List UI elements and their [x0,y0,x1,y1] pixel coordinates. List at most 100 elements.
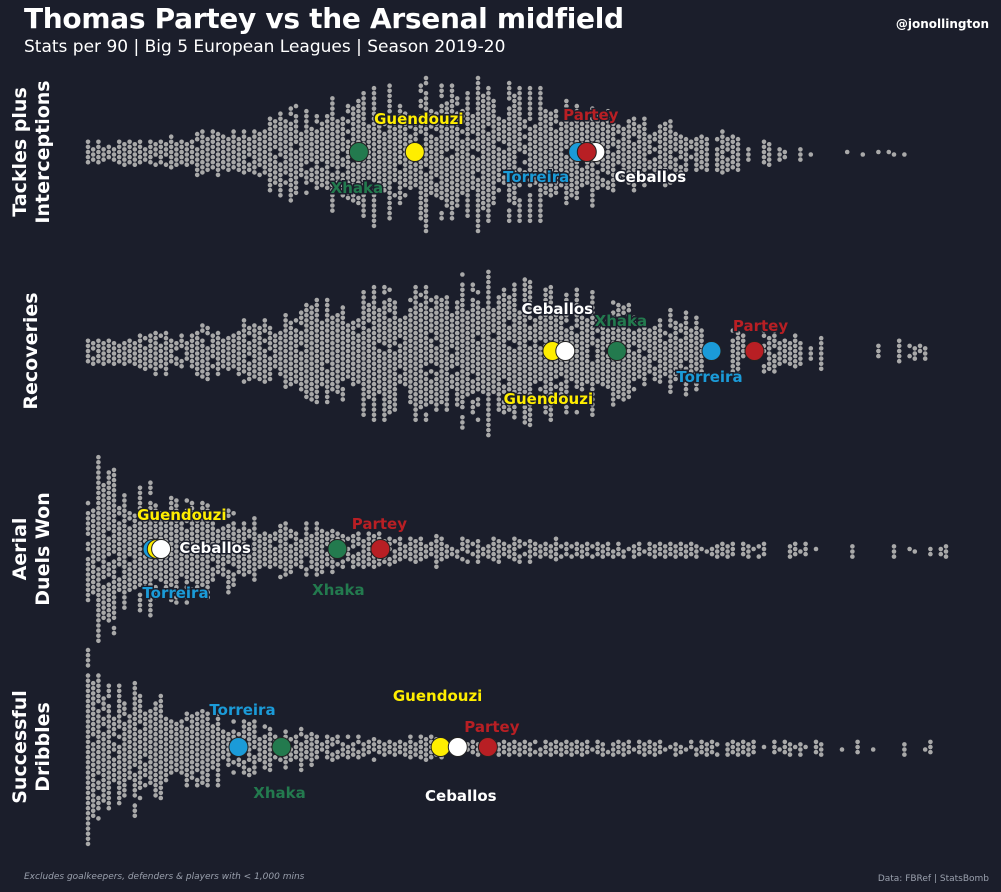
swarm-point [590,544,595,549]
swarm-point [735,142,741,147]
swarm-point [506,157,512,162]
swarm-point [96,460,101,465]
swarm-point [90,346,96,351]
swarm-point [116,760,122,765]
swarm-point [590,386,595,392]
swarm-point [231,165,236,170]
swarm-point [148,734,153,740]
swarm-point [496,136,502,142]
player-label-guendouzi: Guendouzi [504,390,593,408]
swarm-point [252,567,257,572]
swarm-point [652,131,658,137]
swarm-point [454,330,460,336]
swarm-point [85,693,91,699]
swarm-point [288,152,294,157]
swarm-point [636,551,642,557]
swarm-point [496,147,502,152]
swarm-point [444,147,450,152]
swarm-point [111,467,117,473]
swarm-point [668,374,673,379]
swarm-point [475,417,481,423]
swarm-point [402,361,408,367]
swarm-point [314,369,320,374]
swarm-point [922,356,928,361]
swarm-point [85,159,91,165]
swarm-point [454,386,460,392]
swarm-point [543,546,548,552]
swarm-point [205,554,210,559]
swarm-point [324,134,330,139]
swarm-point [673,136,678,142]
swarm-point [439,154,444,160]
swarm-point [486,290,491,295]
swarm-point [413,295,418,300]
swarm-point [418,364,424,369]
swarm-point [262,358,268,364]
swarm-point [475,80,481,86]
swarm-point [293,149,299,155]
swarm-point [142,716,148,722]
swarm-point [116,780,122,785]
swarm-point [350,559,356,564]
swarm-point [579,356,585,361]
swarm-point [621,330,626,336]
swarm-point [142,346,148,351]
swarm-point [371,305,377,310]
swarm-point [636,343,642,349]
swarm-point [496,366,502,372]
swarm-point [574,353,580,359]
swarm-point [324,379,330,384]
swarm-point [304,521,309,526]
swarm-point [267,549,273,554]
swarm-point [96,602,101,608]
swarm-point [725,162,730,167]
swarm-point [610,300,616,305]
swarm-point [397,159,403,165]
swarm-point [647,149,652,155]
swarm-point [283,729,288,734]
swarm-point [153,356,158,361]
swarm-point [122,518,127,524]
swarm-point [127,551,132,557]
swarm-point [96,582,101,587]
swarm-point [142,752,148,757]
swarm-point [283,119,288,124]
swarm-point [506,351,512,356]
swarm-point [252,369,257,374]
swarm-point [491,165,496,170]
swarm-point [553,313,559,318]
swarm-point [153,701,158,706]
swarm-point [319,371,325,377]
swarm-point [543,541,548,547]
swarm-point [480,323,486,328]
swarm-point [174,600,179,605]
swarm-point [215,356,221,361]
swarm-point [522,170,528,175]
swarm-point [132,569,138,575]
swarm-point [496,320,502,326]
swarm-point [132,813,138,819]
swarm-point [304,108,309,114]
swarm-point [309,392,314,397]
swarm-point [517,325,522,331]
swarm-point [137,139,143,145]
swarm-point [402,381,408,387]
swarm-point [168,149,174,155]
swarm-point [278,126,283,132]
swarm-point [200,551,205,557]
swarm-point [226,136,231,142]
swarm-point [590,187,595,193]
swarm-point [590,106,595,111]
swarm-point [163,579,169,585]
swarm-point [766,142,772,147]
swarm-point [475,381,481,387]
swarm-point [683,330,689,336]
swarm-point [647,343,652,349]
swarm-point [480,389,486,395]
swarm-point [267,767,273,773]
swarm-point [418,200,424,206]
swarm-point [543,318,548,323]
swarm-point [506,366,512,372]
swarm-point [304,323,309,328]
swarm-point [777,152,782,157]
